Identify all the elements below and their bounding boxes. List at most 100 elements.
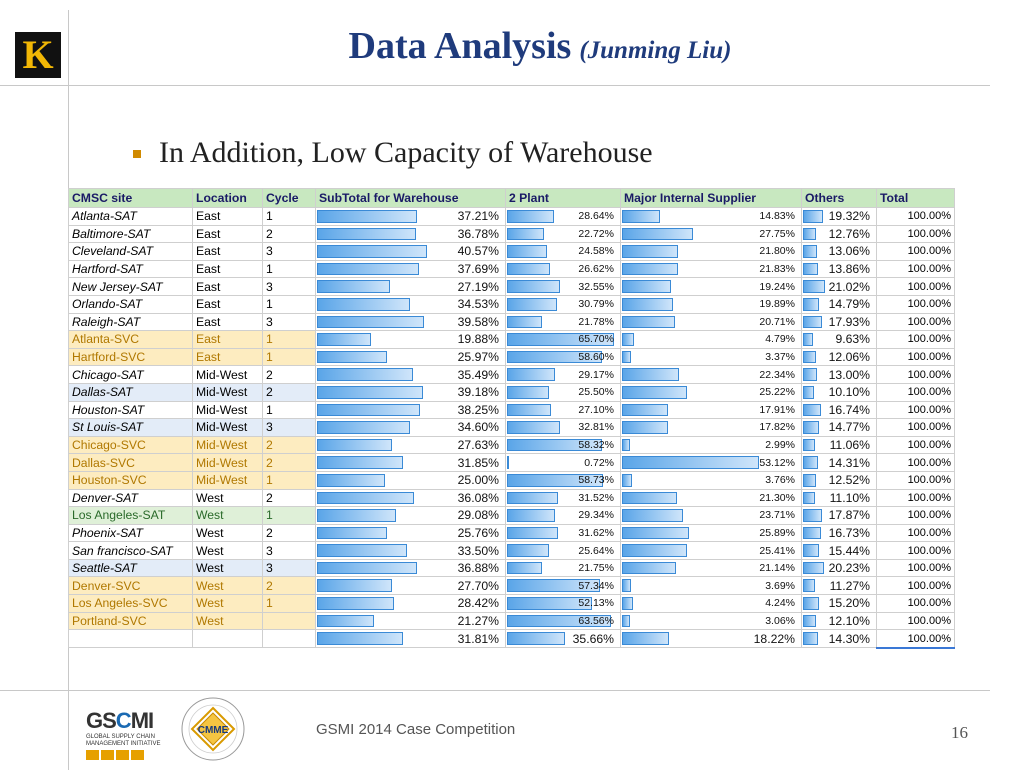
data-bar (507, 385, 549, 399)
bar-cell: 3.76% (620, 470, 802, 490)
data-bar (507, 561, 543, 575)
bar-cell: 32.55% (505, 277, 621, 296)
bar-cell: 38.25% (315, 400, 506, 420)
table-row: Houston-SVC Mid-West 1 25.00% 58.73% 3.76% 12.… (68, 470, 955, 490)
site-cell: Los Angeles-SVC (68, 594, 193, 613)
data-bar (622, 227, 694, 241)
cell-value: 25.50% (578, 386, 614, 399)
bar-cell: 3.37% (620, 347, 802, 367)
cell-value: 57.34% (578, 579, 614, 592)
total-cell: 100.00% (876, 365, 955, 384)
bar-cell: 13.86% (801, 259, 877, 279)
cell-value: 17.93% (828, 314, 870, 329)
bar-cell: 2.99% (620, 435, 802, 455)
site-cell: Chicago-SVC (68, 435, 193, 455)
data-bar (507, 350, 603, 364)
table-body: Atlanta-SAT East 1 37.21% 28.64% 14.83% 19.32%… (68, 207, 955, 649)
site-cell: Hartford-SVC (68, 347, 193, 367)
data-bar (622, 385, 687, 399)
data-bar (317, 509, 396, 522)
bar-cell: 0.72% (505, 453, 621, 472)
bar-cell: 29.17% (505, 365, 621, 384)
cell-value: 27.19% (457, 279, 499, 294)
data-bar (317, 561, 417, 575)
bar-cell: 39.18% (315, 382, 506, 402)
bar-cell: 58.32% (505, 435, 621, 455)
cycle-cell: 3 (262, 418, 316, 437)
cell-value: 31.85% (457, 455, 499, 470)
bar-cell: 12.06% (801, 347, 877, 367)
cell-value: 58.32% (578, 439, 614, 452)
k-logo: K (15, 32, 61, 78)
bar-cell: 25.22% (620, 382, 802, 402)
cell-value: 25.89% (759, 526, 795, 539)
bar-cell: 39.58% (315, 312, 506, 332)
bar-cell: 11.06% (801, 435, 877, 455)
cell-value: 19.89% (759, 298, 795, 311)
table-row: San francisco-SAT West 3 33.50% 25.64% 25.41%… (68, 541, 955, 560)
cell-value: 17.82% (759, 421, 795, 434)
data-bar (317, 385, 423, 399)
cell-value: 19.32% (828, 209, 870, 224)
data-bar (317, 227, 417, 241)
cell-value: 11.10% (829, 490, 870, 505)
data-bar (622, 491, 677, 505)
table-row: Chicago-SAT Mid-West 2 35.49% 29.17% 22.34% 13… (68, 365, 955, 384)
bar-cell: 31.81% (315, 629, 506, 649)
bar-cell: 58.60% (505, 347, 621, 367)
column-header: Cycle (262, 188, 316, 208)
total-cell: 100.00% (876, 347, 955, 367)
bar-cell: 4.79% (620, 330, 802, 349)
data-bar (317, 526, 387, 540)
data-bar (622, 280, 672, 293)
site-cell: Seattle-SAT (68, 558, 193, 578)
cell-value: 21.83% (759, 263, 795, 276)
bar-cell: 21.27% (315, 611, 506, 631)
cell-value: 13.06% (828, 244, 870, 259)
total-cell: 100.00% (876, 242, 955, 261)
cell-value: 22.34% (759, 368, 795, 381)
data-bar (622, 421, 668, 434)
data-bar (622, 368, 680, 381)
data-bar (507, 210, 554, 223)
bar-cell: 4.24% (620, 594, 802, 613)
bar-cell: 29.08% (315, 506, 506, 525)
bar-cell: 20.23% (801, 558, 877, 578)
site-cell: Hartford-SAT (68, 259, 193, 279)
bar-cell: 31.62% (505, 523, 621, 543)
cell-value: 28.42% (457, 596, 499, 611)
cell-value: 37.21% (457, 209, 499, 224)
bar-cell: 28.42% (315, 594, 506, 613)
data-bar (803, 421, 819, 434)
bullet-point: In Addition, Low Capacity of Warehouse (133, 136, 653, 170)
column-header: Location (192, 188, 263, 208)
cell-value: 36.88% (457, 561, 499, 576)
total-cell: 100.00% (876, 629, 955, 649)
cell-value: 16.73% (828, 525, 870, 540)
cell-value: 28.64% (578, 210, 614, 223)
data-bar (317, 280, 391, 293)
cell-value: 21.02% (828, 279, 870, 294)
bar-cell: 20.71% (620, 312, 802, 332)
location-cell: East (192, 277, 263, 296)
cell-value: 14.31% (828, 455, 870, 470)
cell-value: 22.72% (578, 227, 614, 240)
bar-cell: 12.76% (801, 224, 877, 244)
bar-cell: 17.87% (801, 506, 877, 525)
cell-value: 34.53% (457, 297, 499, 312)
cell-value: 12.06% (828, 350, 870, 365)
gscmi-logo: GSCMI GLOBAL SUPPLY CHAIN MANAGEMENT INI… (86, 708, 166, 760)
k-logo-letter: K (22, 32, 54, 77)
site-cell: Chicago-SAT (68, 365, 193, 384)
column-header: Others (801, 188, 877, 208)
cell-value: 17.91% (759, 403, 795, 416)
data-bar (317, 333, 371, 346)
cell-value: 20.71% (759, 315, 795, 328)
cell-value: 32.55% (578, 280, 614, 293)
table-row: Chicago-SVC Mid-West 2 27.63% 58.32% 2.99% 11.… (68, 435, 955, 455)
page-number: 16 (951, 723, 968, 742)
cell-value: 14.79% (828, 297, 870, 312)
data-bar (803, 491, 815, 505)
cell-value: 20.23% (828, 561, 870, 576)
bar-cell: 30.79% (505, 294, 621, 314)
